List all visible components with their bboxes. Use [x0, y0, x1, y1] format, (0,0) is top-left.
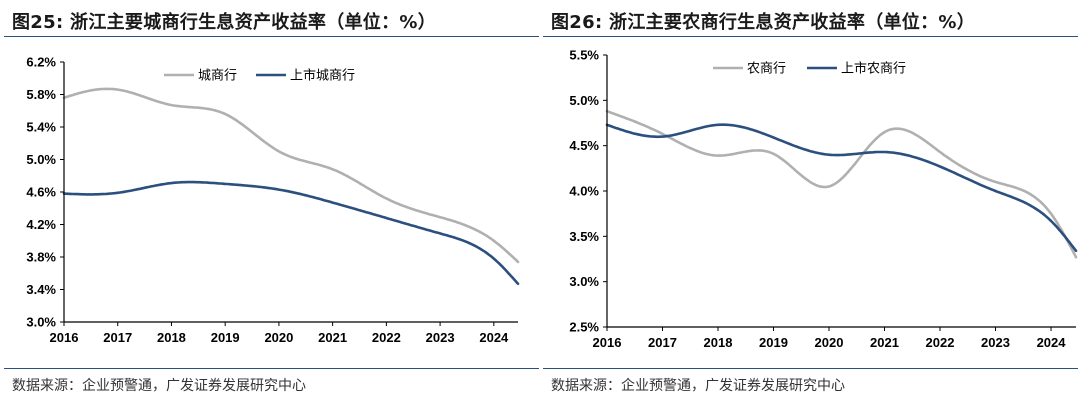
x-tick-label: 2021	[870, 335, 899, 350]
y-tick-label: 3.4%	[26, 282, 56, 297]
chart-title: 图26: 浙江主要农商行生息资产收益率（单位：%）	[551, 12, 976, 33]
y-tick-label: 3.5%	[569, 229, 599, 244]
y-tick-label: 4.2%	[26, 217, 56, 232]
x-tick-label: 2024	[479, 330, 509, 345]
x-tick-label: 2018	[157, 330, 186, 345]
chart-panel-right: 图26: 浙江主要农商行生息资产收益率（单位：%） 2.5% 3.0% 3.5% 4.…	[543, 0, 1078, 404]
legend-label-1: 上市城商行	[290, 68, 355, 84]
series-line-1	[605, 123, 1078, 253]
line-chart-city-banks: 3.0% 3.4% 3.8% 4.2% 4.6% 5.0% 5.4% 5.8% 6.2% 2016…	[26, 55, 520, 345]
x-tick-label: 2021	[318, 330, 347, 345]
y-tick-label: 5.0%	[26, 152, 56, 167]
source-note: 数据来源：企业预警通，广发证券发展研究中心	[551, 378, 845, 394]
x-tick-label: 2016	[593, 335, 622, 350]
x-tick-label: 2024	[1037, 335, 1067, 350]
y-tick-label: 3.8%	[26, 250, 56, 265]
x-tick-label: 2019	[211, 330, 240, 345]
y-tick-label: 5.0%	[569, 93, 599, 108]
y-tick-label: 5.4%	[26, 120, 56, 135]
title-divider	[4, 36, 539, 37]
x-tick-label: 2022	[372, 330, 401, 345]
chart-panel-left: 图25: 浙江主要城商行生息资产收益率（单位：%） 3.0% 3.4% 3.8% 4.…	[4, 0, 539, 404]
legend-label-0: 农商行	[747, 62, 786, 77]
source-divider	[4, 368, 539, 369]
y-tick-label: 3.0%	[569, 274, 599, 289]
y-tick-label: 2.5%	[569, 320, 599, 335]
x-tick-label: 2016	[50, 330, 79, 345]
y-tick-label: 5.5%	[569, 48, 599, 63]
chart-title: 图25: 浙江主要城商行生息资产收益率（单位：%）	[12, 12, 437, 33]
x-tick-label: 2023	[981, 335, 1010, 350]
x-tick-label: 2019	[759, 335, 788, 350]
x-tick-label: 2017	[648, 335, 677, 350]
y-tick-label: 4.6%	[26, 185, 56, 200]
y-tick-label: 3.0%	[26, 315, 56, 330]
x-tick-label: 2020	[815, 335, 844, 350]
line-chart-rural-banks: 2.5% 3.0% 3.5% 4.0% 4.5% 5.0% 5.5% 2016 2017 2018…	[569, 48, 1078, 350]
x-tick-label: 2018	[704, 335, 733, 350]
y-tick-label: 6.2%	[26, 55, 56, 70]
x-tick-label: 2023	[426, 330, 455, 345]
x-tick-label: 2020	[264, 330, 293, 345]
series-line-0	[62, 87, 520, 264]
y-tick-label: 4.0%	[569, 184, 599, 199]
y-tick-label: 5.8%	[26, 87, 56, 102]
x-tick-label: 2017	[103, 330, 132, 345]
x-tick-label: 2022	[926, 335, 955, 350]
source-divider	[543, 368, 1078, 369]
source-note: 数据来源：企业预警通，广发证券发展研究中心	[12, 378, 306, 394]
legend-label-0: 城商行	[198, 69, 237, 84]
series-line-1	[62, 180, 520, 286]
title-divider	[543, 36, 1078, 37]
y-tick-label: 4.5%	[569, 138, 599, 153]
legend-label-1: 上市农商行	[841, 61, 906, 77]
series-line-0	[605, 109, 1078, 259]
